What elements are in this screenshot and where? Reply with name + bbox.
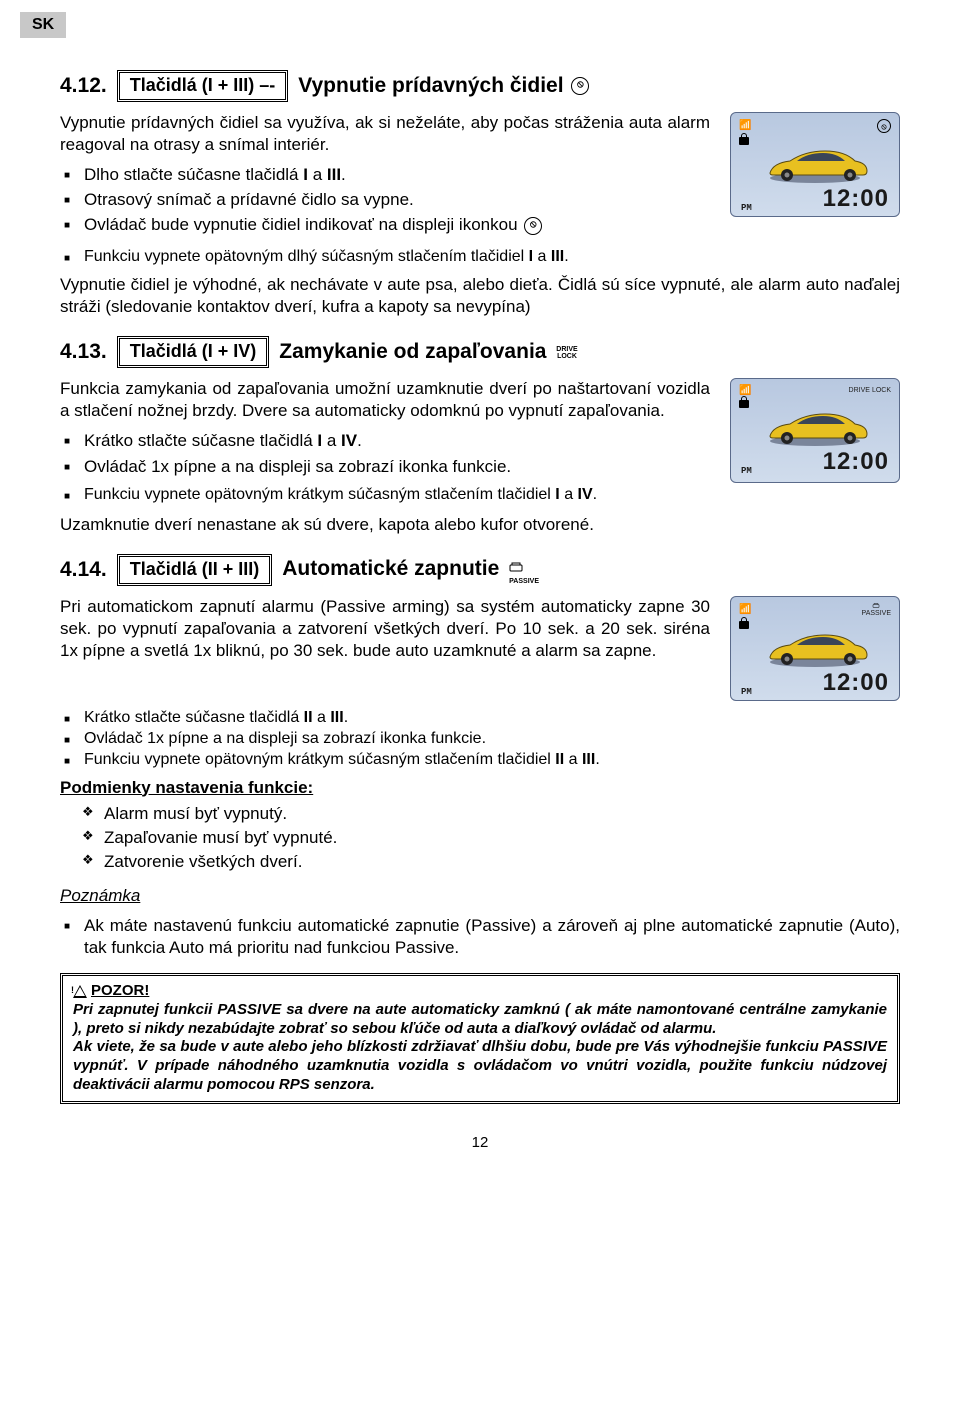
warning-title: ! POZOR! xyxy=(73,982,149,1001)
lock-icon xyxy=(739,621,749,629)
sensor-off-icon: ⦸ xyxy=(571,77,589,95)
list-item: Dlho stlačte súčasne tlačidlá I a III. xyxy=(84,164,710,186)
section-title-text: Zamykanie od zapaľovania xyxy=(279,340,546,363)
paragraph: Uzamknutie dverí nenastane ak sú dvere, … xyxy=(60,514,900,536)
list-item: Alarm musí byť vypnutý. xyxy=(104,803,900,825)
drive-lock-icon: DRIVELOCK xyxy=(556,346,577,360)
section-412-header: 4.12. Tlačidlá (I + III) –- Vypnutie prí… xyxy=(60,70,900,102)
bullet-list: Krátko stlačte súčasne tlačidlá II a III… xyxy=(60,709,900,769)
button-combo-box: Tlačidlá (I + III) –- xyxy=(117,70,289,102)
list-item: Ovládač bude vypnutie čidiel indikovať n… xyxy=(84,214,710,236)
warning-text: Pri zapnutej funkcii PASSIVE sa dvere na… xyxy=(73,1001,887,1093)
section-title: Zamykanie od zapaľovania DRIVELOCK xyxy=(279,340,577,364)
paragraph: Vypnutie čidiel je výhodné, ak nechávate… xyxy=(60,274,900,318)
section-413-header: 4.13. Tlačidlá (I + IV) Zamykanie od zap… xyxy=(60,336,900,368)
section-number: 4.13. xyxy=(60,340,107,364)
section-number: 4.14. xyxy=(60,558,107,582)
note-list: Ak máte nastavenú funkciu automatické za… xyxy=(60,915,900,959)
display-car xyxy=(737,145,893,185)
display-time-row: PM 12:00 xyxy=(737,669,893,697)
antenna-icon: 📶 xyxy=(739,604,751,615)
button-combo-box: Tlačidlá (I + IV) xyxy=(117,336,270,368)
remote-display: 📶 PASSIVE PM xyxy=(730,596,900,701)
display-time: 12:00 xyxy=(823,448,889,476)
display-time-row: PM 12:00 xyxy=(737,185,893,213)
paragraph: Pri automatickom zapnutí alarmu (Passive… xyxy=(60,596,710,662)
list-item: Funkciu vypnete opätovným dlhý súčasným … xyxy=(84,248,900,266)
bullet-list: Dlho stlačte súčasne tlačidlá I a III. O… xyxy=(60,164,710,236)
display-time: 12:00 xyxy=(823,669,889,697)
section-414-header: 4.14. Tlačidlá (II + III) Automatické za… xyxy=(60,554,900,586)
section-412-body: Vypnutie prídavných čidiel sa využíva, a… xyxy=(60,112,900,244)
antenna-icon: 📶 xyxy=(739,120,751,131)
warning-triangle-icon xyxy=(73,985,87,998)
section-413-body: Funkcia zamykania od zapaľovania umožní … xyxy=(60,378,900,485)
sensor-off-icon: ⦸ xyxy=(524,217,542,235)
list-item: Ovládač 1x pípne a na displeji sa zobraz… xyxy=(84,456,710,478)
display-top-icons: 📶 ⦸ xyxy=(737,119,893,133)
warning-box: ! POZOR! Pri zapnutej funkcii PASSIVE sa… xyxy=(60,973,900,1104)
section-412-text: Vypnutie prídavných čidiel sa využíva, a… xyxy=(60,112,710,244)
conditions-list: Alarm musí byť vypnutý. Zapaľovanie musí… xyxy=(60,803,900,873)
list-item: Funkciu vypnete opätovným krátkym súčasn… xyxy=(84,486,900,504)
list-item: Krátko stlačte súčasne tlačidlá II a III… xyxy=(84,709,900,727)
display-pm: PM xyxy=(741,466,752,476)
section-413-text: Funkcia zamykania od zapaľovania umožní … xyxy=(60,378,710,485)
antenna-icon: 📶 xyxy=(739,385,751,396)
section-title-text: Vypnutie prídavných čidiel xyxy=(298,74,563,97)
list-item: Krátko stlačte súčasne tlačidlá I a IV. xyxy=(84,430,710,452)
section-title: Automatické zapnutie PASSIVE xyxy=(282,554,539,585)
display-time-row: PM 12:00 xyxy=(737,448,893,476)
drive-lock-icon: DRIVELOCK xyxy=(849,385,891,396)
note-title: Poznámka xyxy=(60,885,900,907)
display-top-icons: 📶 PASSIVE xyxy=(737,603,893,617)
list-item: Ak máte nastavenú funkciu automatické za… xyxy=(84,915,900,959)
page: SK 4.12. Tlačidlá (I + III) –- Vypnutie … xyxy=(0,0,960,1403)
display-pm: PM xyxy=(741,203,752,213)
section-number: 4.12. xyxy=(60,74,107,98)
lock-icon xyxy=(739,400,749,408)
passive-icon: PASSIVE xyxy=(509,554,539,585)
section-414-text: Pri automatickom zapnutí alarmu (Passive… xyxy=(60,596,710,662)
passive-icon: PASSIVE xyxy=(862,603,891,617)
list-item: Funkciu vypnete opätovným krátkym súčasn… xyxy=(84,751,900,769)
bullet-list: Krátko stlačte súčasne tlačidlá I a IV. … xyxy=(60,430,710,477)
button-combo-box: Tlačidlá (II + III) xyxy=(117,554,273,586)
list-item: Ovládač 1x pípne a na displeji sa zobraz… xyxy=(84,730,900,748)
section-414-body: Pri automatickom zapnutí alarmu (Passive… xyxy=(60,596,900,701)
paragraph: Funkcia zamykania od zapaľovania umožní … xyxy=(60,378,710,422)
remote-display: 📶 ⦸ PM 12:00 xyxy=(730,112,900,217)
list-item: Zapaľovanie musí byť vypnuté. xyxy=(104,827,900,849)
conditions-title: Podmienky nastavenia funkcie: xyxy=(60,777,900,799)
lock-icon xyxy=(739,137,749,145)
list-item: Zatvorenie všetkých dverí. xyxy=(104,851,900,873)
remote-display: 📶 DRIVELOCK PM 12:00 xyxy=(730,378,900,483)
sensor-off-icon: ⦸ xyxy=(877,119,891,133)
display-time: 12:00 xyxy=(823,185,889,213)
section-title-text: Automatické zapnutie xyxy=(282,557,499,580)
display-pm: PM xyxy=(741,687,752,697)
display-top-icons: 📶 DRIVELOCK xyxy=(737,385,893,396)
page-number: 12 xyxy=(60,1134,900,1151)
bullet-list: Funkciu vypnete opätovným krátkym súčasn… xyxy=(60,486,900,504)
display-car xyxy=(737,629,893,669)
list-item: Otrasový snímač a prídavné čidlo sa vypn… xyxy=(84,189,710,211)
bullet-list: Funkciu vypnete opätovným dlhý súčasným … xyxy=(60,248,900,266)
paragraph: Vypnutie prídavných čidiel sa využíva, a… xyxy=(60,112,710,156)
section-title: Vypnutie prídavných čidiel ⦸ xyxy=(298,74,589,98)
display-car xyxy=(737,408,893,448)
language-tab: SK xyxy=(20,12,66,38)
